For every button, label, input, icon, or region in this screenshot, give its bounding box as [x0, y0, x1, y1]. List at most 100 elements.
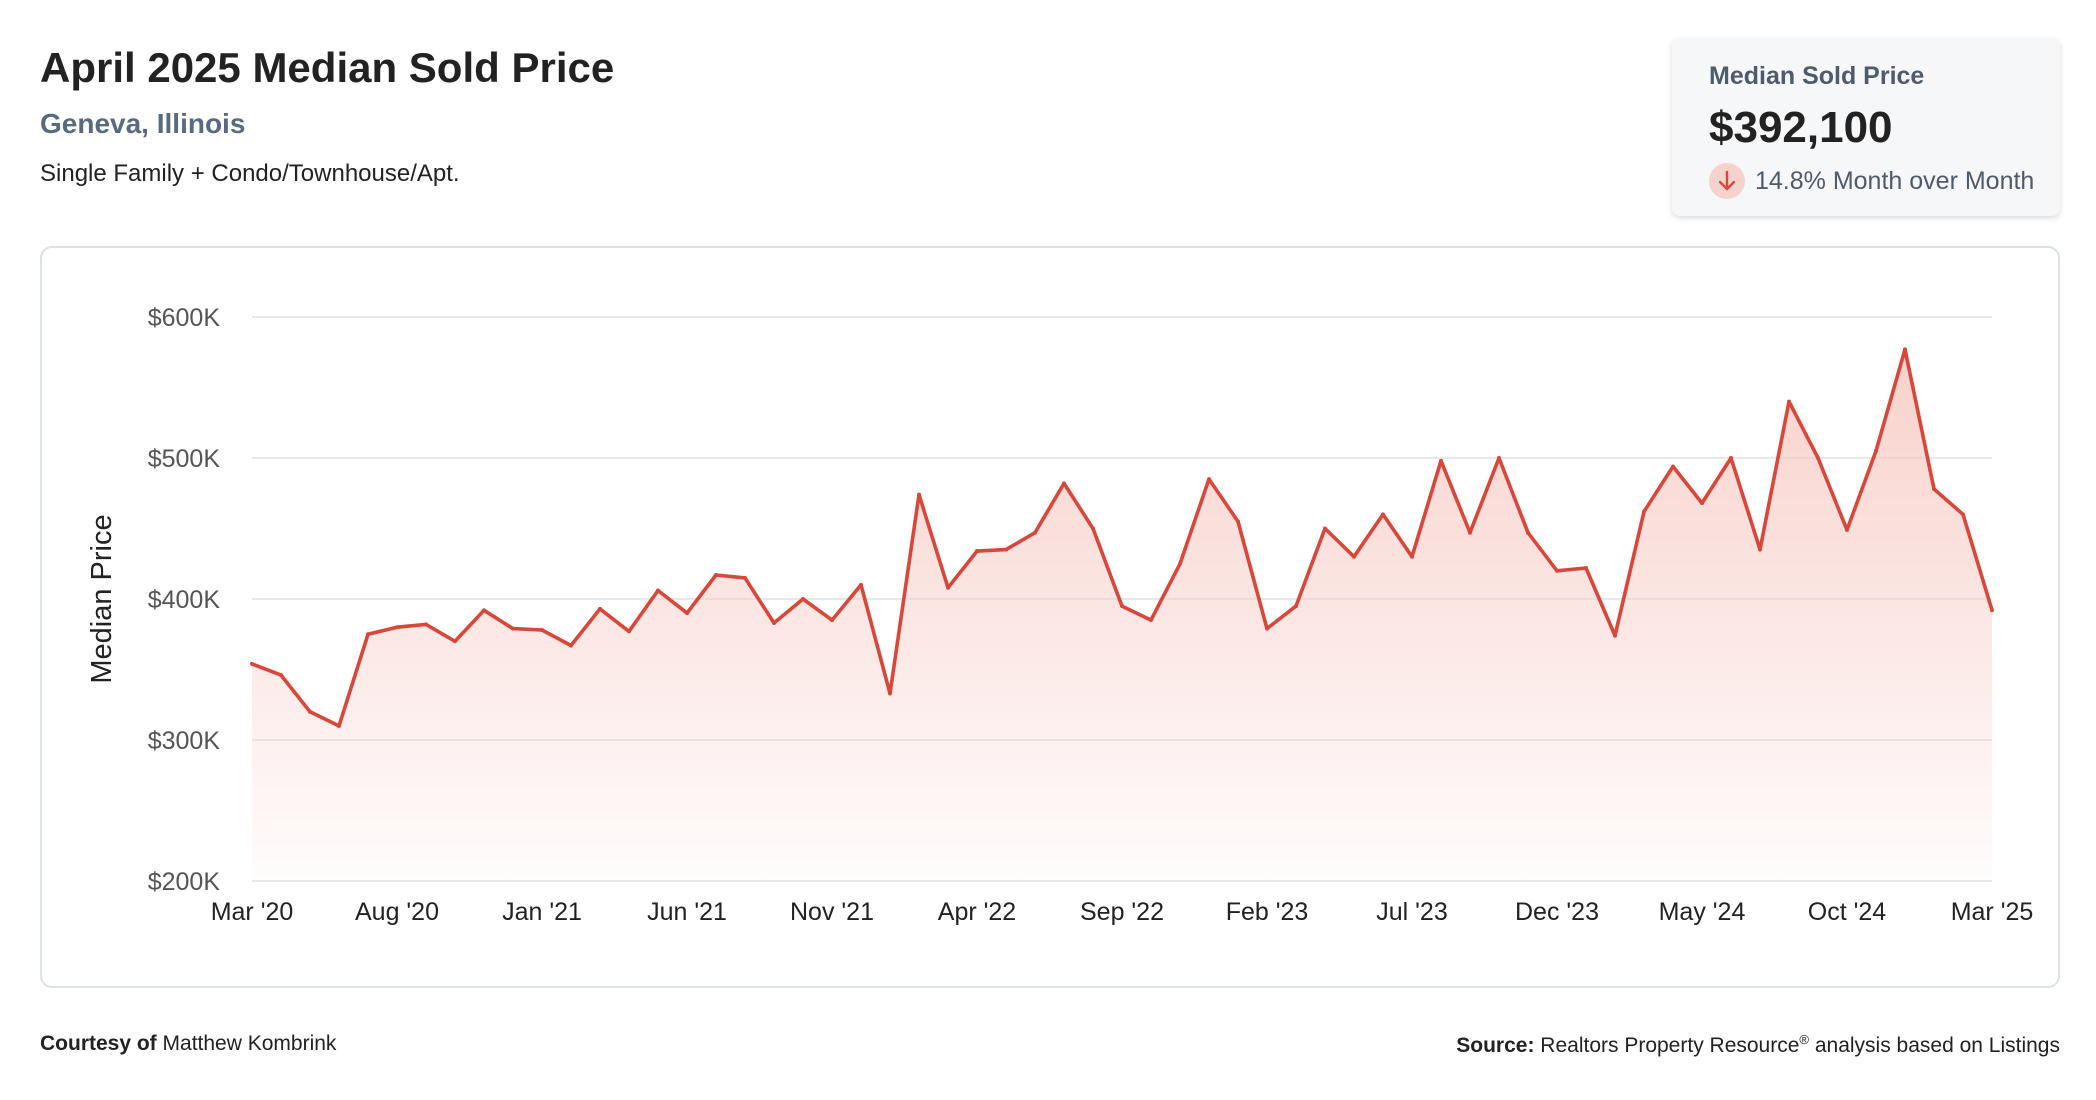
- data-point: [1555, 568, 1559, 573]
- x-tick-label: May '24: [1659, 898, 1746, 926]
- courtesy-line: Courtesy of Matthew Kombrink: [40, 1032, 336, 1056]
- data-point: [540, 628, 544, 633]
- data-point: [395, 625, 399, 630]
- source-label: Source:: [1456, 1034, 1535, 1057]
- y-axis-tick-labels: $200K $300K $400K $500K $600K: [148, 304, 221, 896]
- data-point: [975, 549, 979, 554]
- data-point: [1236, 519, 1240, 524]
- y-tick-label: $200K: [148, 868, 221, 896]
- x-tick-label: Apr '22: [938, 898, 1016, 926]
- data-point: [598, 606, 602, 611]
- data-point: [627, 629, 631, 634]
- data-point: [1033, 530, 1037, 535]
- data-point: [1584, 565, 1588, 570]
- data-point: [1932, 487, 1936, 492]
- data-point: [714, 573, 718, 578]
- y-axis-title: Median Price: [86, 514, 118, 683]
- data-point: [685, 611, 689, 616]
- y-tick-label: $300K: [148, 727, 221, 755]
- data-point: [1352, 554, 1356, 559]
- data-point: [1700, 501, 1704, 506]
- data-point: [424, 622, 428, 627]
- x-tick-label: Jun '21: [647, 898, 727, 926]
- x-tick-label: Sep '22: [1080, 898, 1164, 926]
- data-point: [1091, 526, 1095, 531]
- data-point: [569, 643, 573, 648]
- property-type-label: Single Family + Condo/Townhouse/Apt.: [40, 160, 460, 187]
- data-point: [1265, 626, 1269, 631]
- data-point: [366, 632, 370, 637]
- data-point: [1671, 464, 1675, 469]
- data-point: [946, 585, 950, 590]
- price-area-fill: [252, 349, 1992, 881]
- stat-value: $392,100: [1709, 103, 1893, 152]
- data-point: [1816, 456, 1820, 460]
- courtesy-label: Courtesy of: [40, 1032, 157, 1055]
- data-point: [1787, 399, 1791, 404]
- data-point: [772, 620, 776, 625]
- agent-name: Matthew Kombrink: [162, 1032, 337, 1055]
- data-point: [1526, 530, 1530, 535]
- x-tick-label: Mar '20: [211, 898, 294, 926]
- x-tick-label: Feb '23: [1226, 898, 1309, 926]
- x-tick-label: Dec '23: [1515, 898, 1599, 926]
- data-point: [337, 723, 341, 728]
- data-point: [1120, 604, 1124, 609]
- data-point: [743, 575, 747, 580]
- data-point: [656, 588, 660, 593]
- data-point: [859, 582, 863, 587]
- data-point: [1294, 604, 1298, 609]
- data-point: [1497, 456, 1501, 460]
- data-point: [1990, 608, 1994, 613]
- data-point: [1729, 456, 1733, 460]
- registered-mark: ®: [1799, 1032, 1809, 1047]
- data-point: [830, 618, 834, 623]
- data-point: [801, 597, 805, 601]
- data-point: [1845, 527, 1849, 532]
- data-point: [250, 661, 254, 666]
- chart-panel: $200K $300K $400K $500K $600K Mar '20 Aug '20…: [40, 246, 2060, 988]
- stat-label: Median Sold Price: [1709, 62, 1925, 90]
- data-point: [1613, 633, 1617, 638]
- y-tick-label: $500K: [148, 445, 221, 473]
- location-label: Geneva, Illinois: [40, 108, 246, 139]
- x-tick-label: Mar '25: [1951, 898, 2034, 926]
- x-tick-label: Jan '21: [502, 898, 582, 926]
- data-point: [1439, 458, 1443, 463]
- data-point: [1961, 512, 1965, 517]
- stat-change-text: 14.8% Month over Month: [1755, 166, 2035, 195]
- data-point: [1468, 530, 1472, 535]
- y-tick-label: $400K: [148, 586, 221, 614]
- data-point: [1642, 509, 1646, 514]
- source-description: analysis based on Listings: [1809, 1034, 2060, 1057]
- y-tick-label: $600K: [148, 304, 221, 332]
- median-price-chart: $200K $300K $400K $500K $600K Mar '20 Aug '20…: [86, 304, 2034, 926]
- data-point: [511, 626, 515, 631]
- arrow-down-icon: [1709, 163, 1745, 199]
- data-points: [250, 347, 1994, 728]
- source-line: Source: Realtors Property Resource® anal…: [1456, 1032, 2060, 1058]
- data-point: [1178, 561, 1182, 566]
- x-tick-label: Nov '21: [790, 898, 874, 926]
- x-tick-label: Aug '20: [355, 898, 439, 926]
- data-point: [453, 639, 457, 644]
- data-point: [1381, 512, 1385, 517]
- data-point: [1004, 547, 1008, 552]
- data-point: [888, 691, 892, 696]
- data-point: [482, 608, 486, 613]
- data-point: [279, 673, 283, 678]
- median-price-stat-card: Median Sold Price $392,100 14.8% Month o…: [1672, 38, 2060, 216]
- data-point: [1903, 347, 1907, 352]
- data-point: [1410, 554, 1414, 559]
- data-point: [1149, 618, 1153, 623]
- stat-change: 14.8% Month over Month: [1709, 163, 2060, 199]
- x-tick-label: Oct '24: [1808, 898, 1887, 926]
- x-tick-label: Jul '23: [1376, 898, 1447, 926]
- data-point: [1874, 448, 1878, 453]
- data-point: [1207, 477, 1211, 482]
- data-point: [917, 492, 921, 497]
- data-point: [308, 709, 312, 714]
- source-name: Realtors Property Resource: [1540, 1034, 1800, 1057]
- data-point: [1062, 481, 1066, 486]
- x-axis-tick-labels: Mar '20 Aug '20 Jan '21 Jun '21 Nov '21 Apr '…: [211, 898, 2034, 926]
